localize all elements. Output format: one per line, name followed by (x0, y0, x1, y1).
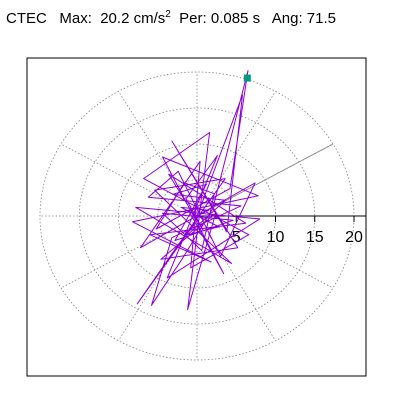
grid-spoke-330 (196, 215, 334, 289)
peak-marker-group (243, 74, 251, 82)
particle-motion-trace (132, 70, 261, 311)
tick-label-5: 5 (232, 229, 241, 246)
tick-label-20: 20 (345, 229, 363, 246)
plot-frame (26, 57, 367, 377)
max-unit-exponent: 2 (165, 9, 171, 20)
grid-spoke-120 (118, 91, 198, 217)
tick-label-15: 15 (306, 229, 324, 246)
grid-spoke-300 (196, 215, 276, 341)
per-label: Per: (179, 10, 207, 27)
max-unit: cm/s (133, 10, 166, 27)
station-code: CTEC (6, 10, 47, 27)
radial-ticks: 5 10 15 20 (232, 216, 363, 246)
ang-value: 71.5 (306, 10, 336, 27)
ang-label: Ang: (271, 10, 303, 27)
tick-label-10: 10 (267, 229, 285, 246)
chart-title: CTEC Max: 20.2 cm/s2 Per: 0.085 s Ang: 7… (6, 9, 336, 28)
max-label: Max: (59, 10, 92, 27)
per-value: 0.085 s (210, 10, 261, 27)
peak-marker (243, 74, 251, 82)
grid-spoke-150 (60, 143, 198, 217)
max-value: 20.2 (100, 10, 130, 27)
